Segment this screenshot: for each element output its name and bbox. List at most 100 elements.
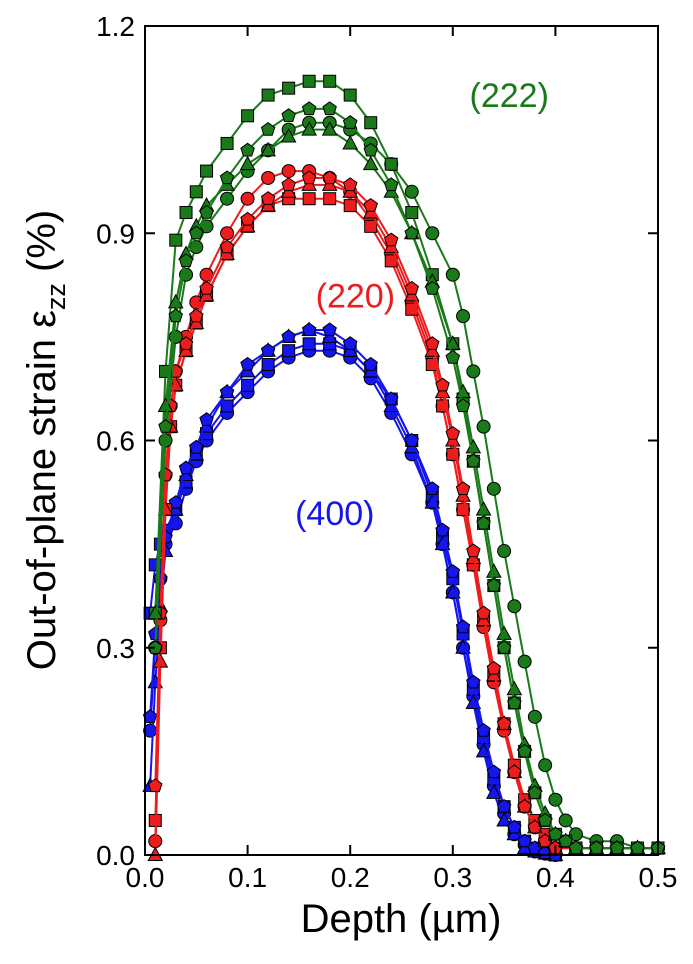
series-220-circle xyxy=(148,164,665,856)
data-point xyxy=(404,432,419,447)
series-line xyxy=(154,177,658,850)
data-point xyxy=(189,225,204,240)
data-point xyxy=(538,758,553,773)
data-point xyxy=(384,232,399,247)
data-point xyxy=(558,833,573,848)
data-point xyxy=(321,121,338,136)
data-point xyxy=(322,101,337,116)
data-point xyxy=(260,343,276,357)
data-point xyxy=(147,604,164,620)
series-line xyxy=(154,197,658,850)
data-point xyxy=(384,391,399,406)
data-point xyxy=(261,88,275,102)
data-point xyxy=(302,192,316,206)
data-point xyxy=(148,778,163,793)
data-point xyxy=(445,349,461,364)
data-point xyxy=(445,425,461,440)
data-point xyxy=(199,204,214,219)
data-point xyxy=(476,605,491,620)
data-point xyxy=(322,170,337,185)
data-point xyxy=(179,206,193,220)
data-point xyxy=(548,792,563,807)
data-point xyxy=(260,121,276,136)
data-point xyxy=(200,164,214,178)
x-tick-label: 0.4 xyxy=(536,862,575,893)
data-point xyxy=(455,398,471,413)
y-axis-title-main: Out-of-plane strain ε xyxy=(20,310,64,670)
data-point xyxy=(240,142,255,157)
data-point xyxy=(281,177,296,192)
data-point xyxy=(384,177,399,192)
data-point xyxy=(343,199,357,213)
y-tick-label: 0.3 xyxy=(96,633,135,664)
series-220-pentagon xyxy=(148,170,666,855)
data-point xyxy=(158,419,173,433)
x-axis-title: Depth (µm) xyxy=(301,897,502,941)
data-point xyxy=(260,191,276,205)
data-point xyxy=(219,239,235,254)
y-axis-title-unit: (%) xyxy=(20,210,64,283)
data-point xyxy=(363,356,378,371)
x-tick-label: 0.2 xyxy=(331,862,370,893)
data-point xyxy=(178,460,194,475)
y-axis-title-subscript: zz xyxy=(41,283,71,310)
data-point xyxy=(219,170,235,185)
data-point xyxy=(507,819,522,834)
data-point xyxy=(404,184,419,199)
y-tick-label: 1.2 xyxy=(96,11,135,42)
data-point xyxy=(435,522,450,537)
data-point xyxy=(425,481,440,495)
y-axis-title: Out-of-plane strain εzz (%) xyxy=(20,210,71,671)
data-point xyxy=(486,563,502,578)
y-tick-label: 0.9 xyxy=(96,218,135,249)
data-point xyxy=(475,742,492,758)
annotation-400: (400) xyxy=(295,495,374,533)
data-point xyxy=(342,177,358,192)
data-point xyxy=(157,397,174,412)
data-point xyxy=(280,127,297,143)
data-point xyxy=(220,399,234,413)
x-tick-label: 0.5 xyxy=(639,862,678,893)
data-point xyxy=(404,225,419,240)
data-point xyxy=(219,384,235,399)
data-point xyxy=(261,170,276,185)
data-point xyxy=(199,412,214,426)
data-point xyxy=(362,155,379,171)
data-point xyxy=(302,74,316,88)
data-point xyxy=(507,695,522,710)
series-222-pentagon xyxy=(148,101,666,855)
data-point xyxy=(342,115,358,129)
data-point xyxy=(220,191,235,206)
data-point xyxy=(240,211,255,226)
data-point xyxy=(260,141,276,157)
data-point xyxy=(506,680,523,696)
data-point xyxy=(323,74,337,88)
data-point xyxy=(456,309,471,324)
data-point xyxy=(384,157,398,171)
x-tick-label: 0.0 xyxy=(126,862,165,893)
data-point xyxy=(241,378,255,392)
series-220-triangle xyxy=(147,176,666,861)
data-point xyxy=(282,344,296,358)
data-point xyxy=(507,764,522,779)
series-layer xyxy=(142,74,666,862)
data-point xyxy=(363,142,378,157)
data-point xyxy=(281,164,296,179)
data-point xyxy=(589,840,604,855)
data-point xyxy=(466,453,481,468)
data-point xyxy=(465,438,482,454)
data-point xyxy=(507,599,522,614)
data-point xyxy=(199,280,214,295)
data-point xyxy=(496,625,512,640)
data-point xyxy=(476,722,491,737)
data-point xyxy=(466,674,481,689)
y-tick-label: 0.0 xyxy=(96,840,135,871)
data-point xyxy=(486,577,502,592)
data-point xyxy=(282,81,296,95)
data-point xyxy=(301,121,317,136)
data-point xyxy=(281,329,296,343)
annotation-222: (222) xyxy=(470,77,549,115)
data-point xyxy=(301,101,317,116)
data-point xyxy=(148,640,163,654)
